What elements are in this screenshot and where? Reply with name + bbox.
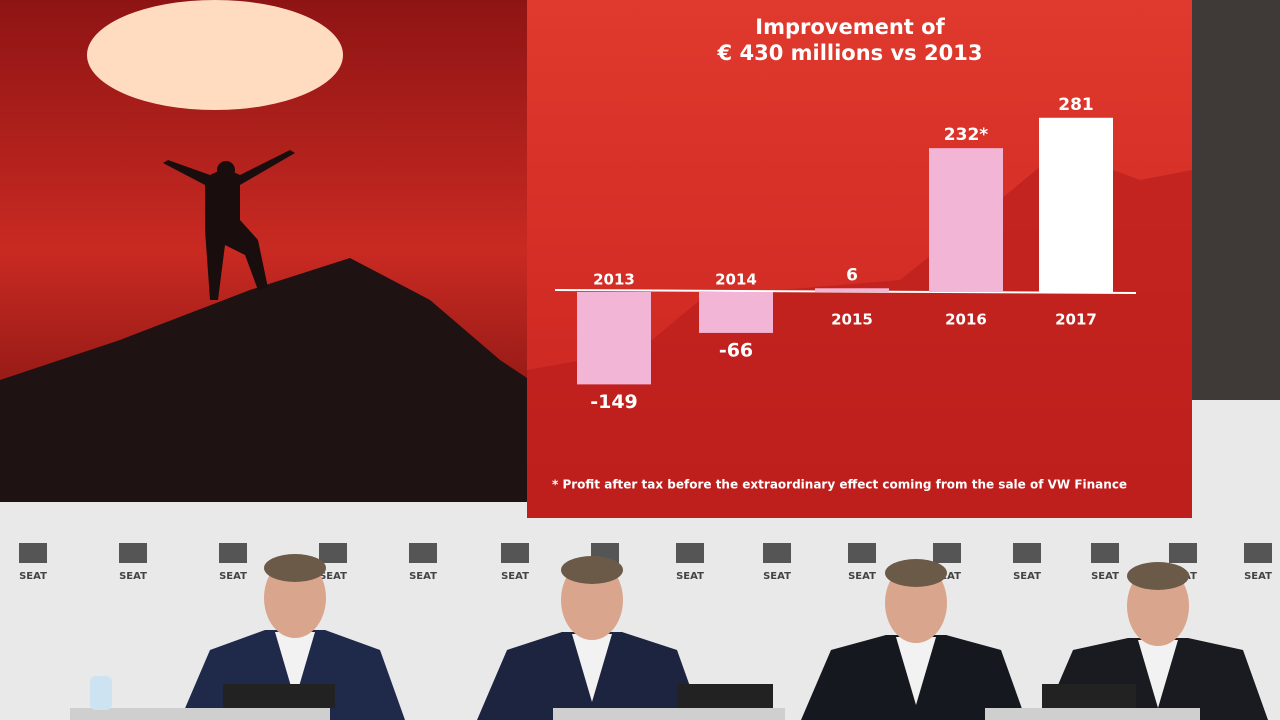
hair (885, 559, 947, 587)
bar (1039, 117, 1113, 292)
panel (70, 554, 1268, 720)
bar (577, 292, 651, 385)
logo-text: SEAT (501, 571, 529, 582)
monitor (677, 684, 773, 708)
logo-mark (409, 543, 437, 563)
logo-mark (19, 543, 47, 563)
logo-text: SEAT (763, 571, 791, 582)
shirt (572, 634, 612, 702)
bar (929, 148, 1003, 292)
shirt (896, 637, 936, 705)
logo-text: SEAT (119, 571, 147, 582)
logo-mark (1169, 543, 1197, 563)
logo-mark (219, 543, 247, 563)
category-label: 2014 (715, 271, 757, 289)
value-label: 6 (846, 265, 858, 285)
logo-text: SEAT (1244, 571, 1272, 582)
desk (985, 708, 1200, 720)
logo-text: SEAT (676, 571, 704, 582)
shirt (275, 632, 315, 700)
category-label: 2016 (945, 311, 987, 329)
desk (70, 708, 330, 720)
category-label: 2015 (831, 311, 873, 329)
logo-mark (501, 543, 529, 563)
desk (553, 708, 785, 720)
hiker-head (217, 161, 235, 179)
logo-text: SEAT (848, 571, 876, 582)
hair (561, 556, 623, 584)
category-label: 2013 (593, 271, 635, 289)
logo-text: SEAT (319, 571, 347, 582)
sun (87, 0, 343, 110)
footnote: * Profit after tax before the extraordin… (552, 478, 1127, 492)
shirt (1138, 640, 1178, 708)
logo-mark (1091, 543, 1119, 563)
mountain (0, 258, 530, 502)
hair (264, 554, 326, 582)
logo-text: SEAT (1091, 571, 1119, 582)
category-label: 2017 (1055, 311, 1097, 329)
water-bottle (90, 676, 112, 710)
logo-mark (676, 543, 704, 563)
chart-title: Improvement of € 430 millions vs 2013 (717, 15, 983, 65)
logo-mark (319, 543, 347, 563)
hair (1127, 562, 1189, 590)
value-label: 281 (1058, 95, 1094, 115)
logo-mark (933, 543, 961, 563)
logo-text: SEAT (933, 571, 961, 582)
bar (699, 292, 773, 333)
logo-mark (1244, 543, 1272, 563)
value-label: -149 (590, 391, 638, 413)
hiker (163, 150, 295, 300)
monitor (223, 684, 335, 708)
bar (815, 288, 889, 292)
logo-mark (763, 543, 791, 563)
logo-mark (848, 543, 876, 563)
logo-text: SEAT (409, 571, 437, 582)
logo-mark (1013, 543, 1041, 563)
slide-mountain (527, 150, 1192, 518)
logo-text: SEAT (219, 571, 247, 582)
logo-text: SEAT (19, 571, 47, 582)
logo-mark (119, 543, 147, 563)
logo-text: SEAT (1013, 571, 1041, 582)
value-label: -66 (719, 339, 753, 361)
value-label: 232* (944, 125, 988, 145)
monitor (1042, 684, 1136, 708)
